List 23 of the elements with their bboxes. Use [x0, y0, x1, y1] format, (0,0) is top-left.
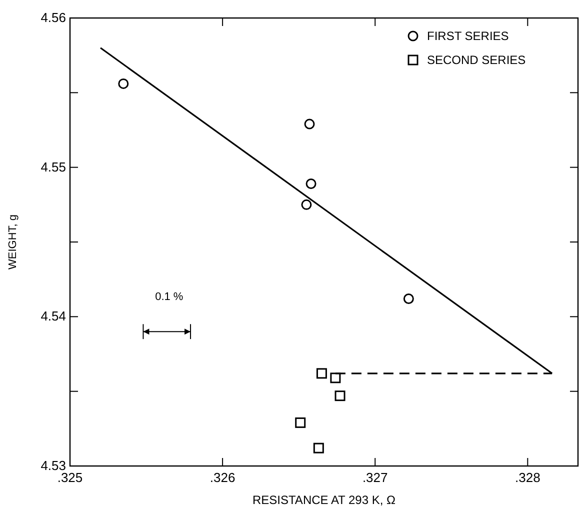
y-tick-label: 4.55 [40, 159, 66, 174]
y-tick-label: 4.56 [40, 10, 66, 25]
y-tick-label: 4.53 [40, 458, 66, 473]
point [316, 368, 327, 379]
point [301, 199, 312, 210]
point [334, 390, 346, 402]
legend-label: FIRST SERIES [427, 29, 509, 43]
point [306, 178, 316, 190]
y-tick-label: 4.54 [40, 308, 66, 324]
x-tick-label: .328 [515, 470, 540, 485]
point [118, 78, 129, 89]
annotation: 0.1 % [155, 291, 184, 304]
point [304, 118, 315, 130]
x-tick-label: .326 [210, 470, 236, 485]
x-axis-title: RESISTANCE AT 293 K, Ω [252, 493, 396, 507]
y-axis-title: WEIGHT, g [7, 214, 19, 270]
point [313, 442, 324, 454]
legend-label: SECOND SERIES [427, 53, 526, 67]
point [330, 372, 341, 384]
x-tick-label: .325 [57, 470, 83, 485]
point [295, 417, 306, 428]
point [403, 293, 414, 304]
x-tick-label: .327 [362, 470, 388, 485]
